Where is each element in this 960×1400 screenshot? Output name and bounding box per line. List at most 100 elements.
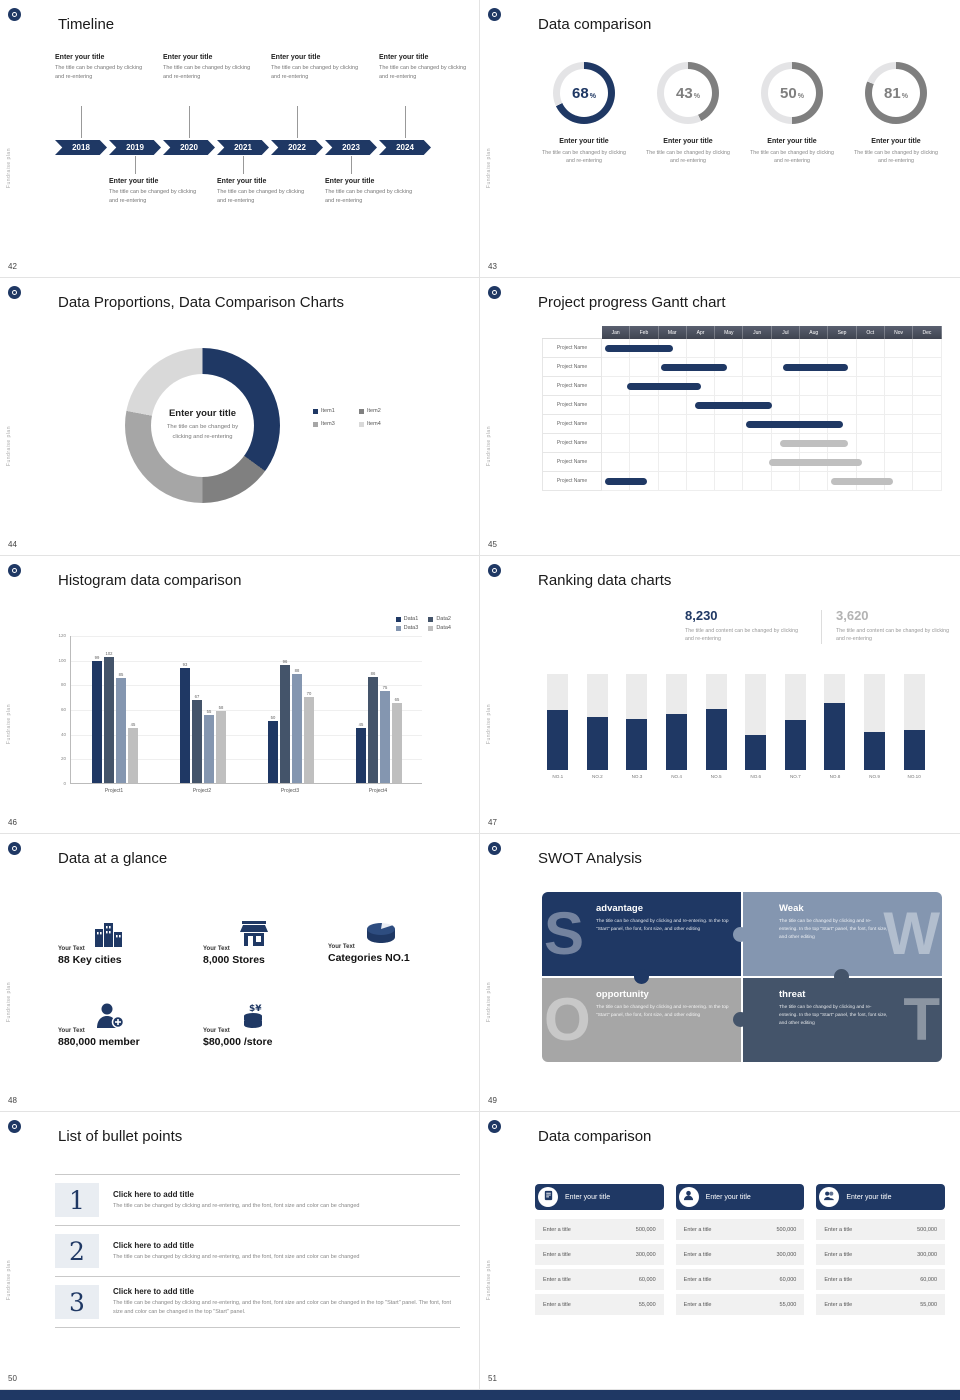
card-header: Enter your title [675, 1184, 805, 1210]
glance-item: Your Text 8,000 Stores [203, 920, 268, 966]
ring-title: Enter your title [559, 138, 609, 145]
legend-swatch [313, 421, 318, 427]
gantt-cell [658, 434, 687, 453]
gantt-cell [856, 434, 885, 453]
timeline-connector [189, 106, 190, 138]
gantt-month: Mar [658, 326, 687, 339]
ring-percent-number: 68 [572, 84, 589, 102]
glance-item: Your Text 880,000 member [58, 1002, 140, 1048]
gantt-cell [658, 472, 687, 491]
timeline-year-chevron: 2021 [217, 140, 269, 155]
gantt-bar [695, 402, 772, 409]
slide-51-compare-cards[interactable]: Fundraise plan Data comparison Enter you… [480, 1112, 960, 1390]
bar-fill [626, 719, 648, 770]
glance-label: Your Text [328, 944, 355, 950]
slide-50-bullets[interactable]: Fundraise plan List of bullet points 1 Cl… [0, 1112, 480, 1390]
ring-title: Enter your title [871, 138, 921, 145]
gantt-chart-content: Jan Feb Mar Apr May Jun Jul Aug Sep Oct Nov Dec Proj… [542, 326, 942, 491]
gridline [71, 710, 422, 711]
bar-value-label: 96 [282, 658, 288, 664]
card-row-value: 60,000 [779, 1276, 797, 1283]
legend-label: Data2 [436, 616, 451, 622]
comparison-card: Enter your title Enter a title 500,000 Ente… [535, 1184, 664, 1315]
glance-value: 88 Key cities [58, 954, 122, 966]
ranking-bar-item: NO.6 [736, 674, 776, 792]
slide-title: SWOT Analysis [538, 850, 642, 867]
bar-track [586, 674, 608, 770]
gantt-row: Project Name [542, 472, 942, 491]
timeline-entry-text: The title can be changed by clicking and… [163, 65, 251, 80]
bullet-description: The title can be changed by clicking and… [113, 1202, 360, 1209]
logo-dot-icon [12, 846, 17, 851]
gantt-row-label: Project Name [542, 472, 602, 491]
ranking-bar-item: NO.3 [617, 674, 657, 792]
x-category-label: Project2 [192, 788, 212, 794]
gantt-cell [715, 377, 744, 396]
logo-dot-icon [492, 1124, 497, 1129]
svg-text:$¥: $¥ [249, 1004, 262, 1014]
timeline-entry-title: Enter your title [109, 178, 159, 185]
slide-title: Histogram data comparison [58, 572, 242, 589]
card-row-label: Enter a title [683, 1301, 712, 1308]
slide-42-timeline[interactable]: Fundraise plan Timeline 2018 2019 2020 2021… [0, 0, 480, 278]
bar-label: NO.5 [710, 774, 722, 779]
bullet-item: 2 Click here to add title The title can be… [55, 1225, 460, 1276]
gantt-cell [686, 415, 716, 434]
bar-label: NO.6 [750, 774, 762, 779]
card-row: Enter a title 55,000 [535, 1294, 664, 1315]
timeline-entry-text: The title can be changed by clicking and… [271, 65, 359, 80]
gantt-bar [768, 459, 863, 466]
bar-value-label: 45 [130, 721, 136, 727]
slide-46-histogram[interactable]: Fundraise plan Histogram data comparison… [0, 556, 480, 834]
comparison-card: Enter your title Enter a title 500,000 Ente… [816, 1184, 946, 1315]
legend-label: Item2 [367, 408, 381, 414]
slide-48-glance[interactable]: Fundraise plan Data at a glance Your Tex… [0, 834, 480, 1112]
gantt-row: Project Name [542, 434, 942, 453]
card-row-label: Enter a title [824, 1226, 853, 1233]
gantt-cell [715, 472, 744, 491]
gantt-cell [856, 377, 885, 396]
gantt-row-label: Project Name [542, 339, 602, 358]
slide-45-gantt[interactable]: Fundraise plan Project progress Gantt ch… [480, 278, 960, 556]
glance-item: Your Text $¥ $80,000 /store [203, 1002, 272, 1048]
bullet-number: 1 [69, 1185, 85, 1215]
stats-glance-content: Your Text 88 Key cities Your Text 8,000 Sto… [0, 834, 479, 1111]
logo-icon [488, 8, 501, 21]
gantt-cell [658, 396, 687, 415]
bar-label: NO.3 [631, 774, 643, 779]
gantt-row: Project Name [542, 339, 942, 358]
bar-track [745, 674, 767, 770]
histogram-bar [356, 727, 366, 783]
gantt-cell [913, 377, 942, 396]
swot-content: advantage The title can be changed by cli… [596, 903, 729, 934]
timeline-connector [297, 106, 298, 138]
bullet-title: Click here to add title [113, 1287, 194, 1297]
slide-43-data-comparison[interactable]: Fundraise plan Data comparison 68% Enter … [480, 0, 960, 278]
histogram-bar [380, 690, 390, 783]
ranking-bar-item: NO.7 [776, 674, 816, 792]
gantt-month: May [715, 326, 744, 339]
ring-title: Enter your title [663, 138, 713, 145]
report-icon [543, 1188, 554, 1206]
card-title: Enter your title [705, 1193, 751, 1201]
histogram-content: Data1 Data2 Data3 Data4 99 102 85 45 93 67 55 58 50 9… [0, 556, 479, 833]
timeline-entry-title: Enter your title [271, 54, 321, 61]
histogram-bar [180, 668, 190, 783]
legend-item: Data2 [428, 616, 451, 622]
ring-percent-sign: % [901, 92, 908, 100]
gantt-row-label: Project Name [542, 415, 602, 434]
stat-divider [821, 610, 822, 644]
bar-track [705, 674, 727, 770]
gantt-cell [884, 358, 914, 377]
gantt-cell [913, 339, 942, 358]
gantt-cell [715, 415, 744, 434]
ring-item: 68% Enter your title The title can be chan… [538, 62, 630, 166]
timeline-content: 2018 2019 2020 2021 2022 2023 2024 Enter your t… [55, 40, 466, 258]
bar-fill [864, 731, 886, 770]
slide-44-donut[interactable]: Fundraise plan Data Proportions, Data Co… [0, 278, 480, 556]
slide-47-ranking[interactable]: Fundraise plan Ranking data charts 8,230… [480, 556, 960, 834]
logo-icon [8, 8, 21, 21]
bullet-number: 3 [69, 1287, 85, 1317]
glance-label: Your Text [203, 1028, 230, 1034]
